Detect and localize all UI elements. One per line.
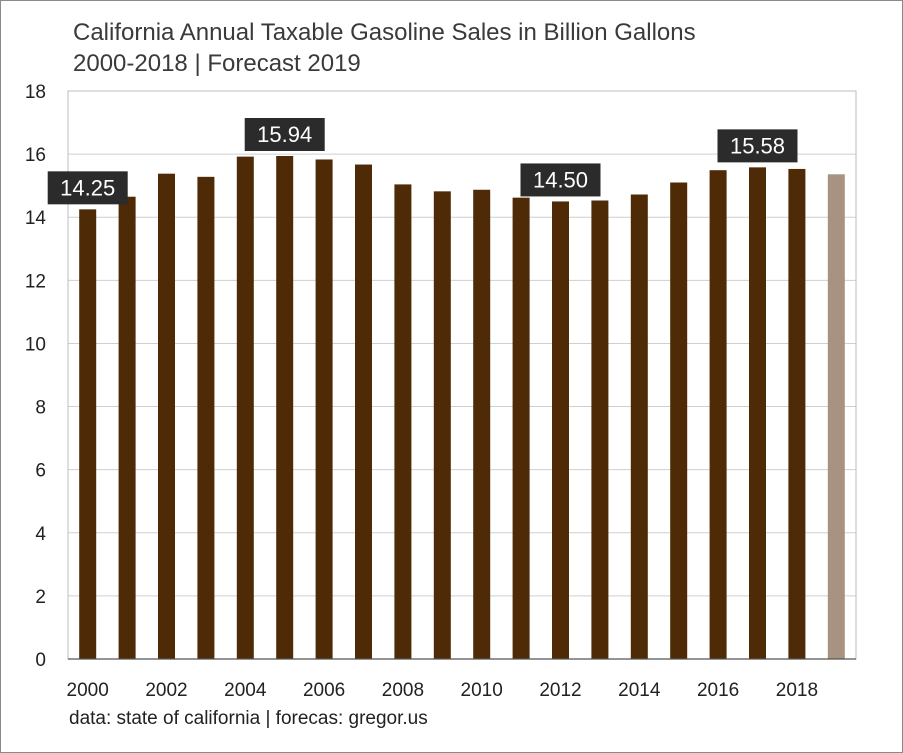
x-tick-label: 2010 <box>461 680 503 701</box>
y-tick-label: 0 <box>35 650 46 671</box>
x-tick-label: 2000 <box>67 680 109 701</box>
y-tick-label: 18 <box>25 82 46 103</box>
bar <box>197 176 215 659</box>
data-label-box <box>244 118 325 152</box>
x-tick-label: 2016 <box>697 680 739 701</box>
bar <box>276 156 294 659</box>
plot-area-border <box>67 90 857 660</box>
x-tick-label: 2006 <box>303 680 345 701</box>
data-label: 15.58 <box>730 133 785 158</box>
y-tick-label: 14 <box>25 208 47 229</box>
data-label: 15.94 <box>257 122 312 147</box>
y-tick-label: 8 <box>35 398 46 419</box>
y-tick-label: 16 <box>25 145 46 166</box>
bar <box>118 196 136 659</box>
bar <box>552 201 569 659</box>
chart-subtitle: 2000-2018 | Forecast 2019 <box>73 50 361 77</box>
bar <box>394 184 412 659</box>
bar <box>315 159 333 659</box>
bar <box>158 173 175 660</box>
bar <box>512 197 530 659</box>
bar <box>630 194 648 659</box>
x-tick-label: 2014 <box>618 680 661 701</box>
bar <box>788 168 806 660</box>
x-tick-label: 2008 <box>382 680 424 701</box>
x-tick-label: 2002 <box>145 680 187 701</box>
data-label: 14.25 <box>60 175 115 200</box>
data-label: 14.50 <box>533 167 588 192</box>
bar <box>433 191 451 659</box>
y-tick-label: 10 <box>25 334 46 355</box>
bar <box>749 167 766 659</box>
y-tick-label: 12 <box>25 271 46 292</box>
x-tick-label: 2018 <box>776 680 818 701</box>
y-tick-label: 2 <box>35 587 46 608</box>
bar <box>355 164 372 659</box>
chart-title: California Annual Taxable Gasoline Sales… <box>73 19 696 46</box>
bar <box>709 170 727 659</box>
y-tick-label: 6 <box>35 461 46 482</box>
chart-source-note: data: state of california | forecas: gre… <box>69 708 428 729</box>
bar <box>79 209 97 660</box>
bar <box>236 156 254 659</box>
bar <box>473 189 491 659</box>
x-tick-label: 2004 <box>224 680 267 701</box>
forecast-bar <box>827 174 845 659</box>
data-label-box <box>47 171 128 205</box>
bar <box>670 182 688 659</box>
x-tick-label: 2012 <box>539 680 581 701</box>
data-label-box <box>520 163 601 197</box>
y-tick-label: 4 <box>35 524 46 545</box>
data-label-box <box>717 129 798 163</box>
bar <box>591 200 609 659</box>
